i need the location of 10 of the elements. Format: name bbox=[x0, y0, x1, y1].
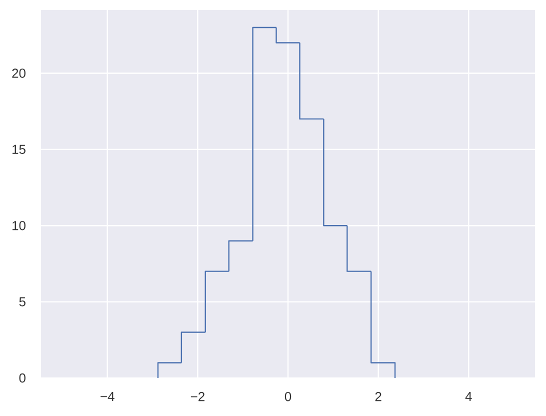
x-tick-label: 4 bbox=[465, 392, 472, 401]
x-tick-label: −4 bbox=[100, 392, 114, 401]
x-tick-label: −2 bbox=[190, 392, 204, 402]
y-tick-label: 10 bbox=[12, 221, 26, 230]
y-tick-label: 15 bbox=[12, 144, 26, 154]
y-tick-label: 20 bbox=[12, 68, 26, 78]
y-tick-label: 0 bbox=[19, 373, 26, 383]
x-tick-label: 2 bbox=[375, 392, 382, 402]
x-tick-label: 0 bbox=[284, 392, 292, 402]
y-tick-label: 5 bbox=[19, 297, 26, 306]
